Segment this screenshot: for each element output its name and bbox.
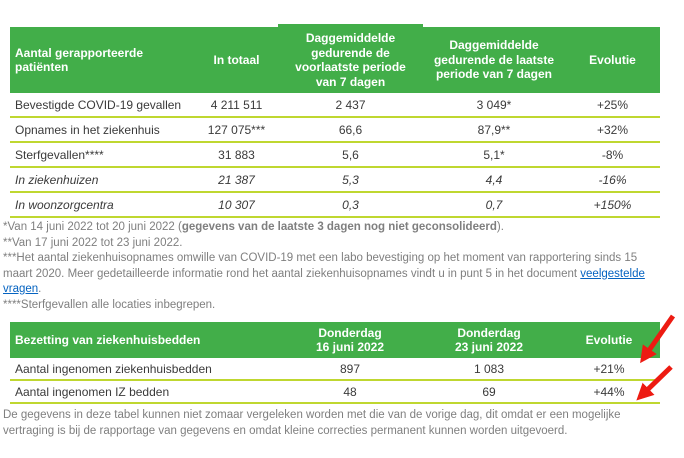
latest-period-value: 5,1*: [483, 147, 505, 162]
previous-period-value: 5,6: [342, 147, 359, 162]
evolution-value: -8%: [601, 147, 624, 162]
table-disclaimer-note: De gegevens in deze tabel kunnen niet zo…: [3, 409, 621, 437]
table-row-deaths-in-hospitals: In ziekenhuizen 21 387 5,3 4,4 -16%: [10, 168, 660, 193]
footnote-1-bold-text: gegevens van de laatste 3 dagen nog niet…: [181, 221, 497, 233]
header-donderdag-16-juni: Donderdag 16 juni 2022: [315, 325, 385, 355]
header-patients: Aantal gerapporteerde patiënten: [15, 45, 144, 75]
total-value: 127 075***: [207, 122, 266, 137]
row-label: Opnames in het ziekenhuis: [15, 122, 160, 137]
column-header-tab-decoration: [278, 24, 423, 27]
footnote-2: **Van 17 juni 2022 tot 23 juni 2022.: [3, 236, 183, 249]
header-evolutie: Evolutie: [589, 52, 636, 67]
reported-patients-table-header: Aantal gerapporteerde patiënten In totaa…: [10, 27, 660, 93]
footnote-1-text: *Van 14 juni 2022 tot 20 juni 2022 (: [3, 221, 182, 233]
header-donderdag-23-juni: Donderdag 23 juni 2022: [454, 325, 524, 355]
footnote-4: ****Sterfgevallen alle locaties inbegrep…: [3, 298, 216, 311]
evolution-value: +32%: [596, 122, 629, 137]
header-bezetting: Bezetting van ziekenhuisbedden: [15, 332, 201, 347]
date2-value: 1 083: [473, 361, 505, 376]
footnote-1: *Van 14 juni 2022 tot 20 juni 2022 (gege…: [3, 220, 660, 236]
row-label: Sterfgevallen****: [15, 147, 104, 162]
total-value: 10 307: [218, 197, 255, 212]
total-value: 21 387: [218, 172, 255, 187]
arrow-to-plus44-icon: [636, 365, 673, 401]
previous-period-value: 0,3: [342, 197, 359, 212]
reported-patients-table: Aantal gerapporteerde patiënten In totaa…: [10, 24, 660, 218]
table-row-hospital-admissions: Opnames in het ziekenhuis 127 075*** 66,…: [10, 118, 660, 143]
date1-value: 48: [343, 384, 357, 399]
total-value: 4 211 511: [210, 97, 263, 112]
table-row-icu-beds: Aantal ingenomen IZ bedden 48 69 +44%: [10, 381, 660, 404]
previous-period-value: 2 437: [335, 97, 366, 112]
row-label: Aantal ingenomen ziekenhuisbedden: [15, 361, 212, 376]
footnote-1-suffix: ).: [496, 221, 504, 233]
previous-period-value: 66,6: [338, 122, 363, 137]
arrow-to-plus21-icon: [640, 314, 676, 364]
annotation-arrows: [636, 314, 676, 401]
latest-period-value: 87,9**: [477, 122, 511, 137]
date2-value: 69: [482, 384, 496, 399]
evolution-value: +25%: [596, 97, 629, 112]
footnotes: *Van 14 juni 2022 tot 20 juni 2022 (gege…: [3, 220, 660, 313]
latest-period-value: 0,7: [485, 197, 503, 212]
header-in-totaal: In totaal: [213, 52, 260, 67]
date1-value: 897: [339, 361, 361, 376]
header-evolutie: Evolutie: [585, 332, 633, 347]
evolution-value: +150%: [593, 197, 632, 212]
latest-period-value: 3 049*: [476, 97, 512, 112]
header-daggemiddelde-voorlaatste: Daggemiddelde gedurende de voorlaatste p…: [295, 31, 406, 89]
latest-period-value: 4,4: [485, 172, 503, 187]
row-label: In ziekenhuizen: [15, 172, 99, 187]
footnote-3-suffix: .: [38, 283, 42, 295]
row-label: Bevestigde COVID-19 gevallen: [15, 97, 182, 112]
row-label: In woonzorgcentra: [15, 197, 114, 212]
footnote-3-text: ***Het aantal ziekenhuisopnames omwille …: [3, 252, 638, 280]
bed-occupancy-table: Bezetting van ziekenhuisbedden Donderdag…: [10, 322, 660, 404]
evolution-value: +44%: [593, 384, 625, 399]
veelgestelde-vragen-link[interactable]: veelgestelde vragen: [3, 267, 645, 296]
footnote-3: ***Het aantal ziekenhuisopnames omwille …: [3, 251, 660, 298]
total-value: 31 883: [218, 147, 255, 162]
table-row-confirmed-cases: Bevestigde COVID-19 gevallen 4 211 511 2…: [10, 93, 660, 118]
evolution-value: -16%: [598, 172, 627, 187]
table-row-deaths: Sterfgevallen**** 31 883 5,6 5,1* -8%: [10, 143, 660, 168]
previous-period-value: 5,3: [342, 172, 359, 187]
row-label: Aantal ingenomen IZ bedden: [15, 384, 170, 399]
table-row-deaths-in-care-homes: In woonzorgcentra 10 307 0,3 0,7 +150%: [10, 193, 660, 218]
header-daggemiddelde-laatste: Daggemiddelde gedurende de laatste perio…: [433, 38, 555, 82]
table-row-hospital-beds: Aantal ingenomen ziekenhuisbedden 897 1 …: [10, 358, 660, 381]
evolution-value: +21%: [593, 361, 625, 376]
bed-occupancy-table-header: Bezetting van ziekenhuisbedden Donderdag…: [10, 322, 660, 358]
